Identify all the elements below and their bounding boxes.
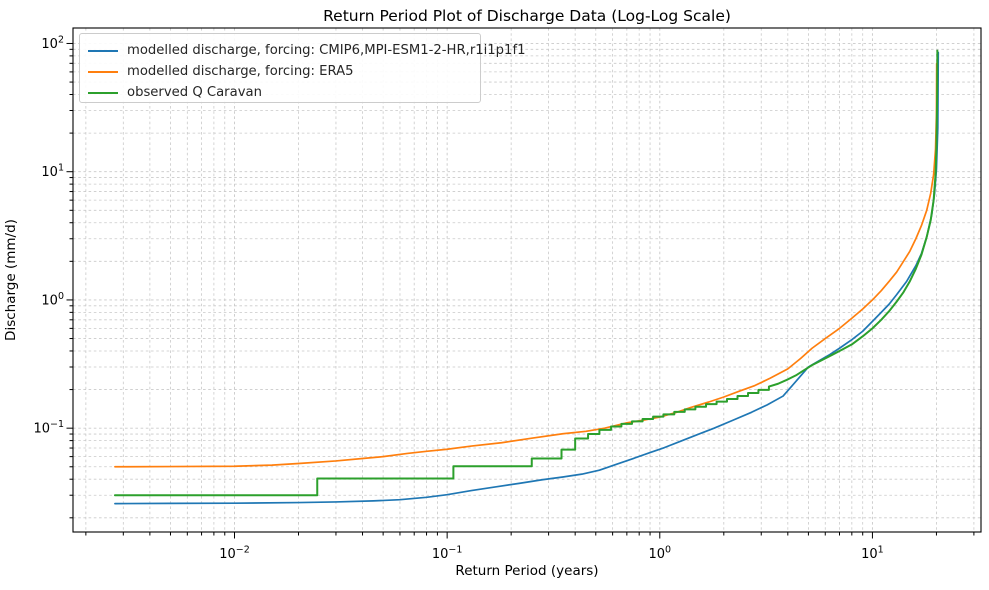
x-axis-label: Return Period (years) [455,563,599,579]
series-lines [113,49,940,505]
chart-title: Return Period Plot of Discharge Data (Lo… [323,7,731,25]
plot-frame [72,27,982,533]
series-line-cmip6 [114,51,940,505]
y-tick-label: 101 [41,163,64,181]
x-tick-label: 10−2 [219,545,250,563]
x-tick-label: 100 [648,545,671,563]
y-tick-label: 100 [41,291,64,309]
legend: modelled discharge, forcing: CMIP6,MPI-E… [79,33,525,103]
legend-entry-era5: modelled discharge, forcing: ERA5 [88,61,472,82]
legend-entry-observed: observed Q Caravan [88,82,472,103]
legend-label-observed: observed Q Caravan [127,85,262,100]
y-axis-label: Discharge (mm/d) [3,219,19,341]
x-tick-label: 101 [861,545,884,563]
legend-line-sample-era5 [88,70,118,73]
axis-ticks [66,42,975,539]
legend-line-sample-cmip6 [88,49,118,52]
x-tick-label: 10−1 [432,545,463,563]
y-tick-label: 102 [41,34,64,52]
series-line-observed [113,49,939,497]
gridlines [73,28,981,532]
legend-entry-cmip6: modelled discharge, forcing: CMIP6,MPI-E… [88,40,525,61]
y-tick-label: 10−1 [33,419,64,437]
legend-line-sample-observed [88,91,118,94]
legend-label-era5: modelled discharge, forcing: ERA5 [127,64,354,79]
legend-label-cmip6: modelled discharge, forcing: CMIP6,MPI-E… [127,43,526,58]
series-line-era5 [114,62,938,468]
